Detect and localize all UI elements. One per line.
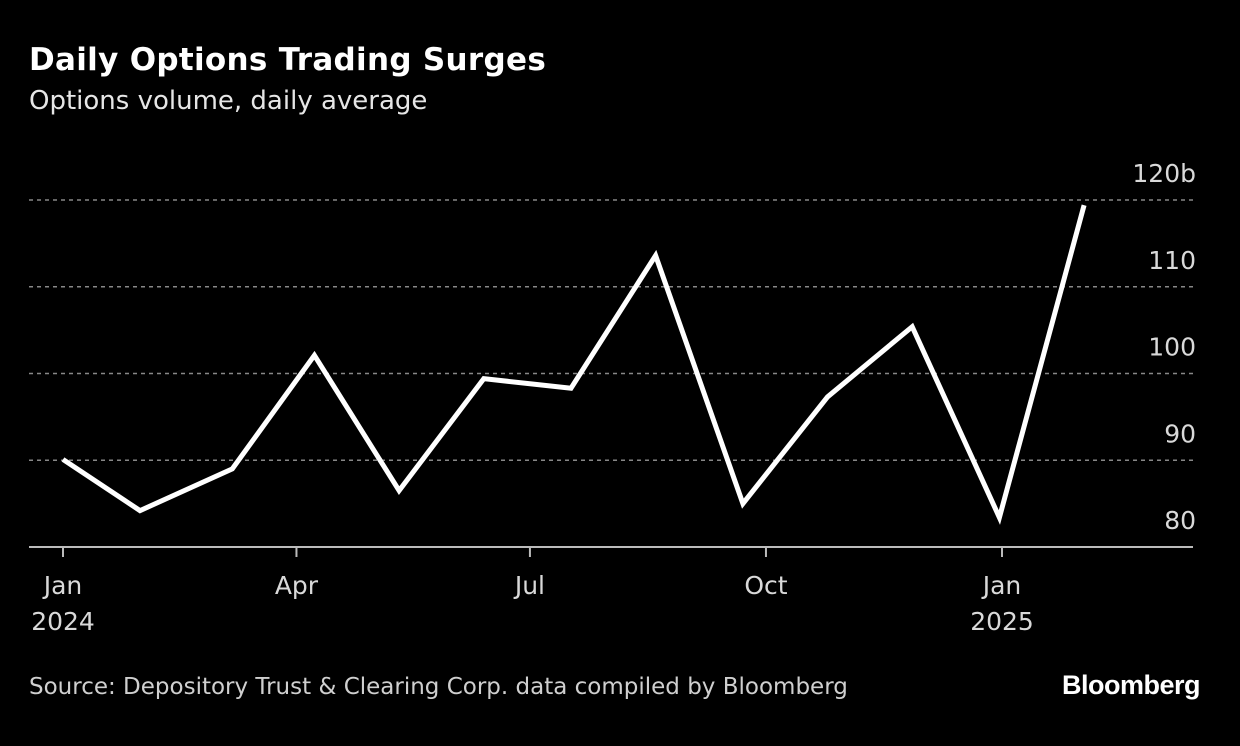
bloomberg-logo: Bloomberg bbox=[1061, 670, 1201, 700]
chart-title: Daily Options Trading Surges bbox=[29, 42, 547, 78]
x-tick-label: Apr bbox=[275, 571, 319, 600]
source-note: Source: Depository Trust & Clearing Corp… bbox=[29, 674, 848, 700]
x-tick-label: Jan bbox=[42, 571, 83, 600]
x-tick-year-label: 2025 bbox=[970, 607, 1034, 636]
y-tick-label: 80 bbox=[1164, 506, 1196, 535]
y-tick-label: 90 bbox=[1164, 419, 1196, 448]
x-tick-year-label: 2024 bbox=[31, 607, 95, 636]
y-tick-label: 120b bbox=[1132, 159, 1196, 188]
chart-subtitle: Options volume, daily average bbox=[29, 86, 428, 116]
x-tick-label: Jan bbox=[981, 571, 1022, 600]
x-tick-label: Jul bbox=[513, 571, 545, 600]
x-tick-label: Oct bbox=[744, 571, 787, 600]
y-tick-label: 110 bbox=[1148, 246, 1196, 275]
y-tick-label: 100 bbox=[1148, 333, 1196, 362]
series-line bbox=[61, 204, 1087, 525]
